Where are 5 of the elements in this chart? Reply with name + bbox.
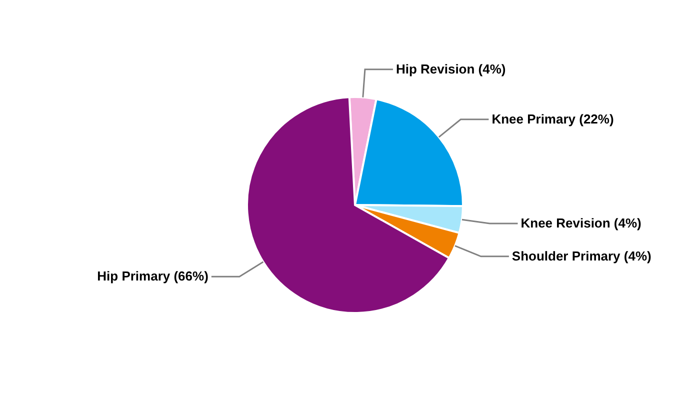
slice-label: Knee Primary (22%) [492, 111, 614, 126]
slice-label: Hip Revision (4%) [396, 61, 506, 76]
slice-label: Shoulder Primary (4%) [512, 248, 652, 264]
slice-label: Knee Revision (4%) [520, 215, 642, 230]
slice-label: Hip Primary (66%) [97, 268, 208, 284]
